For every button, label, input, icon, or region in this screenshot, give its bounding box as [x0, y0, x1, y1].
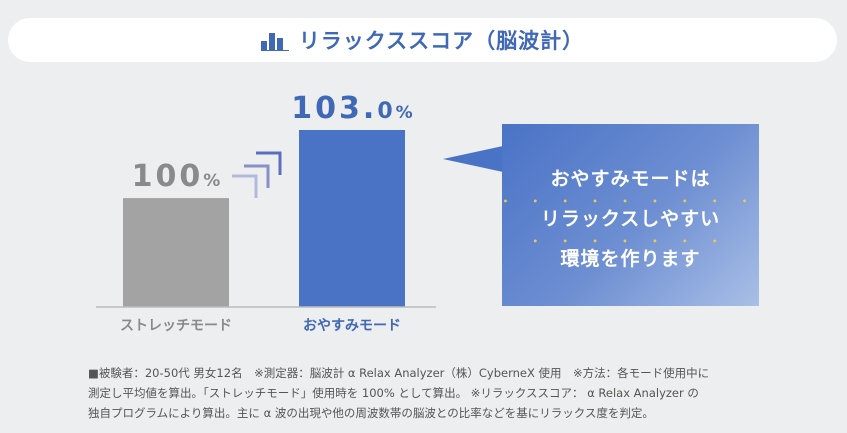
labels-layer: 100% ストレッチモード 103.0% おやすみモード: [120, 91, 413, 334]
rising-arrow-icon: [232, 151, 282, 198]
emphasis-dots: • • • • • • •: [532, 237, 729, 246]
callout-lines: おやすみモードは • • • • • • • • • リラックスしやすい • •…: [502, 168, 759, 288]
value-label-1: 100%: [132, 159, 221, 194]
value-label-2: 103.0%: [291, 91, 412, 126]
footnote: ■被験者：20-50代 男女12名 ※測定器：脳波計 α Relax Analy…: [88, 363, 788, 423]
callout-line-3: • • • • • • • 環境を作ります: [502, 238, 759, 271]
callout-tail: [443, 146, 503, 172]
callout-text-1: おやすみモードは: [550, 168, 711, 190]
category-label-2: おやすみモード: [303, 318, 401, 334]
emphasis-dots: • • • • • • • • •: [502, 197, 759, 206]
chart-title: リラックススコア（脳波計）: [298, 29, 585, 53]
bar-2: [299, 130, 405, 307]
title-bar: リラックススコア（脳波計）: [8, 18, 837, 62]
bars-layer: [123, 130, 405, 307]
callout-line-1: おやすみモードは: [502, 168, 759, 190]
callout-line-2: • • • • • • • • • リラックスしやすい: [502, 198, 759, 231]
bar-chart-icon: [260, 33, 289, 51]
callout-text-2: リラックスしやすい: [540, 208, 721, 230]
bar-1: [123, 198, 229, 307]
footnote-line: 測定し平均値を算出。「ストレッチモード」使用時を 100% として算出。 ※リラ…: [88, 386, 699, 400]
category-label-1: ストレッチモード: [120, 318, 232, 334]
callout-box: おやすみモードは • • • • • • • • • リラックスしやすい • •…: [502, 124, 759, 306]
footnote-line: 独自プログラムにより算出。主に α 波の出現や他の周波数帯の脳波との比率などを基…: [88, 406, 654, 420]
footnote-line: ■被験者：20-50代 男女12名 ※測定器：脳波計 α Relax Analy…: [88, 366, 710, 380]
callout-text-3: 環境を作ります: [560, 248, 701, 270]
